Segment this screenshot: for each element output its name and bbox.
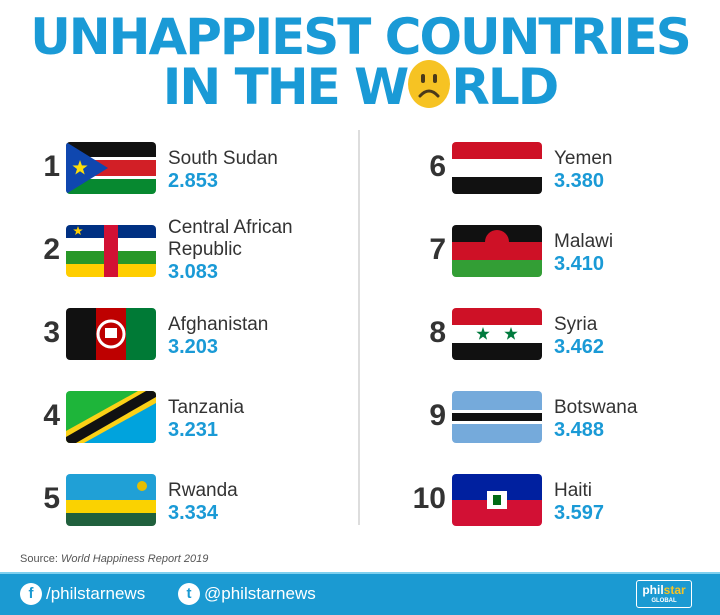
malawi-flag-icon — [452, 225, 542, 277]
country-name: South Sudan — [168, 148, 278, 169]
logo-subtext: GLOBAL — [651, 598, 677, 604]
happiness-score: 3.380 — [554, 170, 605, 192]
rank-number: 6 — [429, 150, 446, 183]
rank-number: 4 — [43, 399, 60, 432]
title-text: IN THE W — [162, 58, 410, 116]
source-note: Source: World Happiness Report 2019 — [20, 553, 208, 565]
rank-number: 1 — [43, 150, 60, 183]
source-value: World Happiness Report 2019 — [60, 553, 209, 565]
happiness-score: 3.410 — [554, 253, 605, 275]
happiness-score: 3.488 — [554, 419, 605, 441]
country-name: Botswana — [554, 397, 638, 418]
botswana-flag-icon — [452, 391, 542, 443]
happiness-score: 3.231 — [168, 419, 219, 441]
country-name: Malawi — [554, 231, 614, 252]
country-name: Central African Republic — [168, 217, 293, 260]
rank-number: 5 — [43, 482, 60, 515]
twitter-icon: t — [178, 583, 200, 605]
happiness-score: 3.462 — [554, 336, 605, 358]
facebook-icon: f — [20, 583, 42, 605]
happiness-score: 2.853 — [168, 170, 219, 192]
haiti-flag-icon — [452, 474, 542, 526]
happiness-score: 3.597 — [554, 502, 605, 524]
country-name: Afghanistan — [168, 314, 269, 335]
title-line-2: IN THE W RLD — [0, 60, 720, 112]
happiness-score: 3.083 — [168, 261, 219, 283]
country-name: Syria — [554, 314, 598, 335]
south-sudan-flag-icon — [66, 142, 156, 194]
rank-number: 2 — [43, 233, 60, 266]
rank-number: 3 — [43, 316, 60, 349]
afghanistan-flag-icon — [66, 308, 156, 360]
happiness-score: 3.203 — [168, 336, 219, 358]
country-name: Rwanda — [168, 480, 238, 501]
rank-number: 9 — [429, 399, 446, 432]
philstar-logo: philstar GLOBAL — [636, 580, 692, 608]
title-text: RLD — [451, 58, 559, 116]
rwanda-flag-icon — [66, 474, 156, 526]
rank-number: 10 — [412, 482, 446, 515]
logo-text: phil — [642, 583, 664, 597]
rank-number: 7 — [429, 233, 446, 266]
facebook-handle: /philstarnews — [46, 584, 146, 603]
country-name: Yemen — [554, 148, 613, 169]
twitter-handle: @philstarnews — [204, 584, 316, 603]
sad-face-icon — [408, 60, 451, 108]
rank-number: 8 — [429, 316, 446, 349]
footer-bar: f/philstarnews t @philstarnews philstar GL… — [0, 572, 720, 615]
syria-flag-icon — [452, 308, 542, 360]
central-african-republic-flag-icon — [66, 225, 156, 277]
logo-text: star — [663, 583, 686, 597]
yemen-flag-icon — [452, 142, 542, 194]
tanzania-flag-icon — [66, 391, 156, 443]
happiness-score: 3.334 — [168, 502, 219, 524]
column-divider — [358, 130, 360, 525]
title-line-1: UNHAPPIEST COUNTRIES — [30, 8, 692, 66]
country-name: Tanzania — [168, 397, 245, 418]
twitter-link[interactable]: t @philstarnews — [178, 583, 316, 605]
facebook-link[interactable]: f/philstarnews — [20, 583, 145, 605]
country-name: Haiti — [554, 480, 593, 501]
source-label: Source: — [20, 553, 61, 565]
